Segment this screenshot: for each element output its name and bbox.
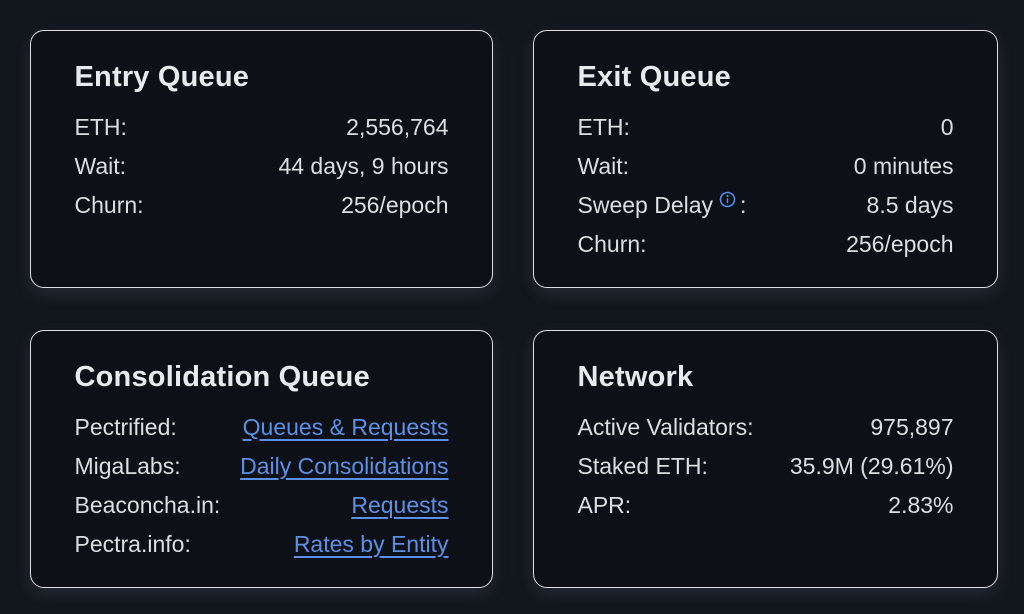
stat-row-eth: ETH: 0 xyxy=(578,108,954,147)
link-source-label: Pectrified: xyxy=(74,413,177,440)
stat-value: 8.5 days xyxy=(866,191,954,218)
stat-label: Wait: xyxy=(74,152,127,179)
card-grid: Entry Queue ETH: 2,556,764 Wait: 44 days… xyxy=(30,30,998,588)
network-card: Network Active Validators: 975,897 Stake… xyxy=(533,330,998,588)
stat-value: 2.83% xyxy=(888,491,954,518)
stat-label: Active Validators: xyxy=(577,413,754,440)
consolidation-queue-card: Consolidation Queue Pectrified: Queues &… xyxy=(30,330,493,588)
stat-row-churn: Churn: 256/epoch xyxy=(75,186,449,225)
stat-value: 256/epoch xyxy=(846,230,954,257)
pectra-rates-by-entity-link[interactable]: Rates by Entity xyxy=(293,530,449,557)
consolidation-queue-rows: Pectrified: Queues & Requests MigaLabs: … xyxy=(75,408,449,564)
sweep-delay-colon: : xyxy=(740,191,747,218)
link-row-pectrified: Pectrified: Queues & Requests xyxy=(75,408,449,447)
link-row-beaconcha: Beaconcha.in: Requests xyxy=(75,486,449,525)
stat-label: Churn: xyxy=(74,191,144,218)
sweep-delay-text: Sweep Delay xyxy=(577,191,714,218)
stat-row-active-validators: Active Validators: 975,897 xyxy=(578,408,954,447)
entry-queue-card: Entry Queue ETH: 2,556,764 Wait: 44 days… xyxy=(30,30,493,288)
link-source-label: Beaconcha.in: xyxy=(74,491,221,518)
pectrified-queues-requests-link[interactable]: Queues & Requests xyxy=(242,413,449,440)
stat-value: 35.9M (29.61%) xyxy=(789,452,954,479)
migalabs-daily-consolidations-link[interactable]: Daily Consolidations xyxy=(240,452,449,479)
link-source-label: MigaLabs: xyxy=(74,452,181,479)
link-row-migalabs: MigaLabs: Daily Consolidations xyxy=(75,447,449,486)
stat-value: 975,897 xyxy=(870,413,954,440)
exit-queue-rows: ETH: 0 Wait: 0 minutes Sweep Delay: 8.5 … xyxy=(578,108,954,264)
stat-label: ETH: xyxy=(577,113,630,140)
consolidation-queue-title: Consolidation Queue xyxy=(74,360,370,393)
stat-row-staked-eth: Staked ETH: 35.9M (29.61%) xyxy=(578,447,954,486)
stat-value: 44 days, 9 hours xyxy=(278,152,449,179)
stat-label: Sweep Delay: xyxy=(577,186,747,225)
info-icon[interactable] xyxy=(719,191,736,208)
beaconcha-requests-link[interactable]: Requests xyxy=(351,491,449,518)
stat-row-wait: Wait: 0 minutes xyxy=(578,147,954,186)
link-source-label: Pectra.info: xyxy=(74,530,191,557)
network-rows: Active Validators: 975,897 Staked ETH: 3… xyxy=(578,408,954,525)
stat-row-eth: ETH: 2,556,764 xyxy=(75,108,449,147)
stat-row-wait: Wait: 44 days, 9 hours xyxy=(75,147,449,186)
stat-label: APR: xyxy=(577,491,632,518)
stat-row-churn: Churn: 256/epoch xyxy=(578,225,954,264)
entry-queue-rows: ETH: 2,556,764 Wait: 44 days, 9 hours Ch… xyxy=(75,108,449,225)
stat-value: 256/epoch xyxy=(341,191,449,218)
stat-label: ETH: xyxy=(74,113,127,140)
entry-queue-title: Entry Queue xyxy=(74,60,250,93)
exit-queue-card: Exit Queue ETH: 0 Wait: 0 minutes Sweep … xyxy=(533,30,998,288)
stat-label: Churn: xyxy=(577,230,647,257)
stat-row-sweep-delay: Sweep Delay: 8.5 days xyxy=(578,186,954,225)
exit-queue-title: Exit Queue xyxy=(577,60,731,93)
stat-value: 2,556,764 xyxy=(346,113,449,140)
stat-value: 0 minutes xyxy=(853,152,954,179)
network-title: Network xyxy=(577,360,694,393)
stat-value: 0 xyxy=(940,113,954,140)
stat-row-apr: APR: 2.83% xyxy=(578,486,954,525)
stat-label: Wait: xyxy=(577,152,630,179)
stat-label: Staked ETH: xyxy=(577,452,708,479)
link-row-pectra-info: Pectra.info: Rates by Entity xyxy=(75,525,449,564)
